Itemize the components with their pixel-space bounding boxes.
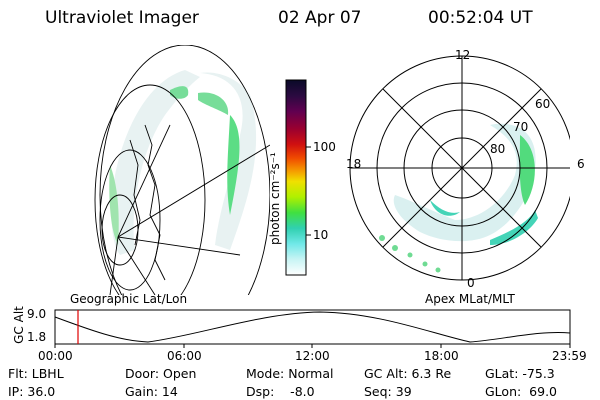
colorbar-unit-label: photon cm⁻²s⁻¹ xyxy=(268,152,282,245)
date-label: 02 Apr 07 xyxy=(278,8,362,28)
xtick-0600: 06:00 xyxy=(167,349,202,363)
ip-info: IP: 36.0 xyxy=(8,384,56,399)
xtick-2359: 23:59 xyxy=(552,349,587,363)
polar-plot xyxy=(349,55,570,281)
xtick-1200: 12:00 xyxy=(295,349,330,363)
xtick-0000: 00:00 xyxy=(38,349,73,363)
mlt-label-6: 6 xyxy=(577,157,585,171)
colorbar-tick-100: 100 xyxy=(313,140,336,154)
geographic-image xyxy=(94,45,270,295)
door-info: Door: Open xyxy=(125,366,197,381)
altitude-ytick-low: 1.8 xyxy=(27,330,47,344)
mlt-label-12: 12 xyxy=(455,48,471,62)
altitude-ytick-high: 9.0 xyxy=(27,307,47,321)
instrument-title: Ultraviolet Imager xyxy=(45,8,199,28)
gain-info: Gain: 14 xyxy=(125,384,178,399)
colorbar xyxy=(285,79,311,276)
lat-label-60: 60 xyxy=(535,97,551,111)
dsp-info: Dsp: -8.0 xyxy=(246,384,315,399)
time-label: 00:52:04 UT xyxy=(428,8,533,28)
altitude-ylabel: GC Alt xyxy=(11,306,26,344)
mlt-label-18: 18 xyxy=(346,157,362,171)
polar-panel-label: Apex MLat/MLT xyxy=(425,292,515,306)
colorbar-tick-10: 10 xyxy=(313,228,329,242)
geo-panel-label: Geographic Lat/Lon xyxy=(70,292,188,306)
gc-alt-info: GC Alt: 6.3 Re xyxy=(364,366,452,381)
filter-info: Flt: LBHL xyxy=(8,366,64,381)
lat-label-80: 80 xyxy=(490,142,506,156)
glon-info: GLon: 69.0 xyxy=(485,384,557,399)
mode-info: Mode: Normal xyxy=(246,366,334,381)
mlt-label-0: 0 xyxy=(467,276,475,290)
seq-info: Seq: 39 xyxy=(364,384,412,399)
altitude-plot xyxy=(54,309,571,348)
lat-label-70: 70 xyxy=(513,120,529,134)
xtick-1800: 18:00 xyxy=(424,349,459,363)
glat-info: GLat: -75.3 xyxy=(485,366,555,381)
